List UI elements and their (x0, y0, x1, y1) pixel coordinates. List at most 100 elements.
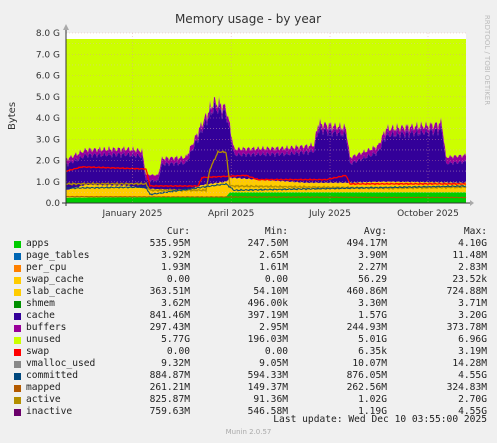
x-tick-labels: January 2025 April 2025 July 2025 October 2… (101, 209, 458, 219)
legend-name: per_cpu (26, 262, 67, 273)
legend-cur: 3.92M (161, 250, 190, 261)
legend-row-unused: unused 5.77G 196.03M 5.01G 6.96G (0, 334, 497, 346)
legend-swatch (14, 397, 21, 404)
x-axis-arrow (470, 200, 474, 206)
legend-max: 3.20G (458, 310, 487, 321)
legend-avg: 1.19G (358, 406, 387, 417)
y-tick-label: 6.0 G (36, 72, 60, 82)
legend-max: 324.83M (446, 382, 487, 393)
y-tick-label: 3.0 G (36, 135, 60, 145)
legend-min: 397.19M (247, 310, 288, 321)
legend-row-committed: committed 884.87M 594.33M 876.05M 4.55G (0, 370, 497, 382)
legend-cur: 1.93M (161, 262, 190, 273)
y-tick-label: 7.0 G (36, 50, 60, 60)
legend-avg: 1.02G (358, 394, 387, 405)
grid-layer (66, 32, 466, 204)
area-apps (66, 192, 466, 203)
legend-max: 14.28M (452, 358, 487, 369)
legend-min: 196.03M (247, 334, 288, 345)
legend-row-cache: cache 841.46M 397.19M 1.57G 3.20G (0, 310, 497, 322)
legend-max: 3.19M (458, 346, 487, 357)
legend-max: 23.52k (452, 274, 487, 285)
legend-avg: 262.56M (346, 382, 387, 393)
legend-name: buffers (26, 322, 67, 333)
legend-name: unused (26, 334, 61, 345)
legend-row-inactive: inactive 759.63M 546.58M 1.19G 4.55G (0, 406, 497, 418)
legend-swatch (14, 337, 21, 344)
legend-cur: 297.43M (149, 322, 190, 333)
x-tick-label: October 2025 (397, 209, 459, 219)
legend-avg: 3.90M (358, 250, 387, 261)
legend-cur: 9.32M (161, 358, 190, 369)
legend-swatch (14, 265, 21, 272)
legend-swatch (14, 409, 21, 416)
legend-max: 6.96G (458, 334, 487, 345)
legend-min: 91.36M (253, 394, 288, 405)
legend-max: 4.55G (458, 406, 487, 417)
legend-row-active: active 825.87M 91.36M 1.02G 2.70G (0, 394, 497, 406)
legend-min: 149.37M (247, 382, 288, 393)
legend-min: 546.58M (247, 406, 288, 417)
legend-name: shmem (26, 298, 55, 309)
legend-avg: 244.93M (346, 322, 387, 333)
rrdtool-watermark: RRDTOOL / TOBI OETIKER (483, 15, 491, 105)
legend-avg: 10.07M (352, 358, 387, 369)
legend-name: slab_cache (26, 286, 84, 297)
legend-max: 11.48M (452, 250, 487, 261)
legend-swatch (14, 289, 21, 296)
header-min: Min: (264, 226, 288, 237)
legend-cur: 363.51M (149, 286, 190, 297)
legend-cur: 261.21M (149, 382, 190, 393)
legend-swatch (14, 301, 21, 308)
legend-name: swap (26, 346, 50, 357)
chart-title: Memory usage - by year (175, 12, 321, 26)
legend-swatch (14, 313, 21, 320)
legend-name: cache (26, 310, 55, 321)
legend-avg: 494.17M (346, 238, 387, 249)
legend-swatch (14, 385, 21, 392)
x-tick-label: July 2025 (308, 209, 351, 219)
legend-cur: 5.77G (161, 334, 190, 345)
legend-swatch (14, 277, 21, 284)
legend-avg: 56.29 (358, 274, 387, 285)
legend-min: 2.95M (259, 322, 288, 333)
legend-min: 0.00 (264, 274, 288, 285)
legend-swatch (14, 373, 21, 380)
y-tick-label: 4.0 G (36, 114, 60, 124)
legend-min: 0.00 (264, 346, 288, 357)
legend-max: 2.70G (458, 394, 487, 405)
legend-name: page_tables (26, 250, 90, 261)
legend-min: 594.33M (247, 370, 288, 381)
legend-max: 3.71M (458, 298, 487, 309)
y-tick-label: 5.0 G (36, 93, 60, 103)
legend-avg: 5.01G (358, 334, 387, 345)
legend-name: committed (26, 370, 78, 381)
legend-cur: 0.00 (166, 274, 190, 285)
header-max: Max: (463, 226, 487, 237)
legend-row-slab-cache: slab_cache 363.51M 54.10M 460.86M 724.88M (0, 286, 497, 298)
legend-header: Cur: Min: Avg: Max: (0, 226, 497, 238)
legend-max: 373.78M (446, 322, 487, 333)
legend-cur: 759.63M (149, 406, 190, 417)
line-mapped (65, 195, 467, 199)
legend-cur: 0.00 (166, 346, 190, 357)
y-tick-label: 2.0 G (36, 157, 60, 167)
legend-cur: 535.95M (149, 238, 190, 249)
y-tick-label: 1.0 G (36, 178, 60, 188)
legend-min: 2.65M (259, 250, 288, 261)
x-tick-label: April 2025 (208, 209, 254, 219)
munin-version: Munin 2.0.57 (225, 428, 272, 436)
legend-swatch (14, 349, 21, 356)
legend-cur: 825.87M (149, 394, 190, 405)
last-update: Last update: Wed Dec 10 03:55:00 2025 (273, 414, 487, 425)
legend-row-vmalloc-used: vmalloc_used 9.32M 9.05M 10.07M 14.28M (0, 358, 497, 370)
legend-name: inactive (26, 406, 73, 417)
legend-min: 54.10M (253, 286, 288, 297)
legend-avg: 460.86M (346, 286, 387, 297)
line-active (65, 182, 467, 196)
legend-avg: 2.27M (358, 262, 387, 273)
legend-swatch (14, 253, 21, 260)
legend-min: 9.05M (259, 358, 288, 369)
legend-swatch (14, 325, 21, 332)
